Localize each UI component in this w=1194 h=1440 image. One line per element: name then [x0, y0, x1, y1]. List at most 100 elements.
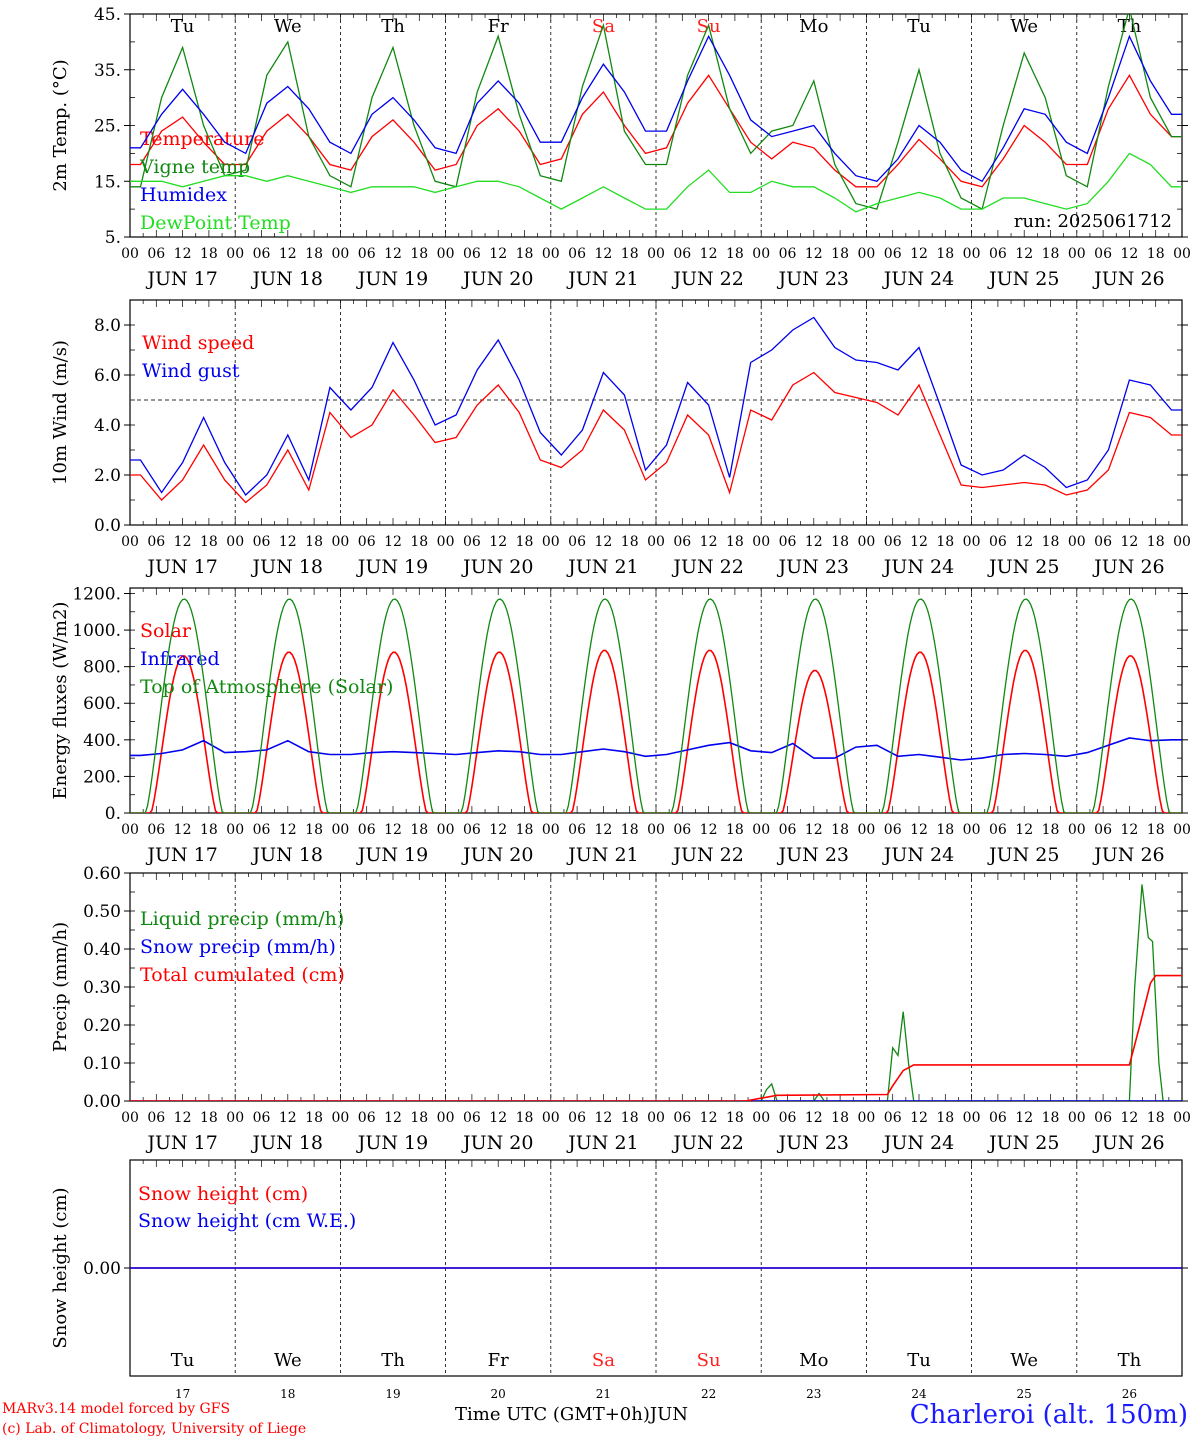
date-label: JUN 21 — [566, 1132, 638, 1154]
hour-label: 06 — [779, 1110, 797, 1126]
y-tick-label: 15. — [94, 172, 121, 192]
date-label: JUN 19 — [356, 1132, 428, 1154]
date-label: JUN 25 — [987, 556, 1059, 578]
hour-label: 00 — [752, 534, 770, 550]
hour-label: 00 — [857, 1110, 875, 1126]
day-name: Th — [381, 16, 405, 37]
hour-label: 06 — [1094, 822, 1112, 838]
hour-label: 18 — [726, 246, 744, 262]
date-label: JUN 24 — [882, 1132, 954, 1154]
y-axis-label: Energy fluxes (W/m2) — [50, 602, 71, 800]
hour-label: 18 — [936, 534, 954, 550]
hour-label: 18 — [831, 246, 849, 262]
hour-label: 12 — [489, 534, 507, 550]
hour-label: 00 — [857, 822, 875, 838]
legend-entry: Snow height (cm) — [138, 1183, 308, 1205]
hour-label: 18 — [200, 534, 218, 550]
x-axis-label-text: Time UTC (GMT+0h) — [455, 1404, 650, 1425]
x-axis-month: JUN — [649, 1404, 689, 1425]
series-line-temperature — [130, 74, 1182, 188]
hour-label: 18 — [516, 822, 534, 838]
day-number: 25 — [1017, 1387, 1032, 1401]
date-label: JUN 18 — [251, 268, 323, 290]
y-tick-label: 0.30 — [83, 978, 121, 998]
day-name: Sa — [592, 1350, 615, 1371]
hour-label: 06 — [568, 822, 586, 838]
hour-label: 00 — [226, 534, 244, 550]
hour-label: 00 — [752, 822, 770, 838]
y-tick-label: 0. — [105, 804, 121, 824]
day-name: Tu — [171, 16, 195, 37]
day-number: 19 — [385, 1387, 400, 1401]
hour-label: 06 — [358, 1110, 376, 1126]
hour-label: 18 — [936, 246, 954, 262]
date-label: JUN 18 — [251, 844, 323, 866]
hour-label: 00 — [1173, 534, 1191, 550]
hour-label: 06 — [884, 534, 902, 550]
date-label: JUN 20 — [461, 268, 533, 290]
hour-label: 00 — [963, 534, 981, 550]
series-line-dewpoint-temp — [130, 152, 1182, 213]
series-line-wind-gust — [130, 316, 1182, 497]
hour-label: 06 — [358, 534, 376, 550]
legend-entry: Liquid precip (mm/h) — [140, 908, 344, 930]
day-name: Mo — [799, 16, 828, 37]
hour-label: 06 — [253, 534, 271, 550]
hour-label: 00 — [437, 534, 455, 550]
hour-label: 00 — [1173, 822, 1191, 838]
hour-label: 18 — [1147, 246, 1165, 262]
hour-label: 06 — [1094, 246, 1112, 262]
date-label: JUN 21 — [566, 268, 638, 290]
hour-label: 18 — [621, 534, 639, 550]
legend-entry: Snow height (cm W.E.) — [138, 1210, 356, 1232]
day-name: Su — [697, 1350, 721, 1371]
hour-label: 00 — [963, 246, 981, 262]
day-number: 21 — [596, 1387, 611, 1401]
hour-label: 06 — [989, 822, 1007, 838]
hour-label: 12 — [279, 534, 297, 550]
hour-label: 18 — [621, 1110, 639, 1126]
panel-frame — [129, 587, 1183, 814]
hour-label: 00 — [226, 246, 244, 262]
hour-label: 12 — [1015, 534, 1033, 550]
panel-frame — [129, 299, 1183, 526]
y-tick-label: 600. — [83, 694, 121, 714]
hour-label: 06 — [989, 534, 1007, 550]
date-label: JUN 17 — [145, 844, 217, 866]
y-tick-label: 0.00 — [83, 1259, 121, 1279]
hour-label: 06 — [779, 246, 797, 262]
hour-label: 06 — [253, 822, 271, 838]
hour-label: 12 — [1120, 1110, 1138, 1126]
day-name: Th — [1118, 1350, 1142, 1371]
hour-label: 12 — [384, 534, 402, 550]
hour-label: 18 — [726, 822, 744, 838]
hour-label: 06 — [147, 822, 165, 838]
date-label: JUN 23 — [777, 1132, 849, 1154]
y-tick-label: 200. — [83, 767, 121, 787]
hour-label: 06 — [463, 1110, 481, 1126]
hour-label: 12 — [279, 246, 297, 262]
date-label: JUN 24 — [882, 844, 954, 866]
y-tick-label: 45. — [94, 5, 121, 25]
hour-label: 12 — [279, 1110, 297, 1126]
hour-label: 06 — [358, 246, 376, 262]
hour-label: 18 — [1147, 1110, 1165, 1126]
hour-label: 00 — [752, 1110, 770, 1126]
hour-label: 06 — [463, 534, 481, 550]
hour-label: 12 — [174, 246, 192, 262]
day-name: Fr — [488, 16, 509, 37]
day-name: We — [274, 16, 302, 37]
date-label: JUN 19 — [356, 556, 428, 578]
y-tick-label: 8.0 — [94, 316, 121, 336]
day-number: 26 — [1122, 1387, 1137, 1401]
hour-label: 12 — [174, 822, 192, 838]
series-line-top-of-atmosphere-solar- — [130, 598, 1182, 813]
day-number: 22 — [701, 1387, 716, 1401]
day-number: 17 — [175, 1387, 190, 1401]
hour-label: 18 — [305, 822, 323, 838]
hour-label: 00 — [542, 534, 560, 550]
hour-label: 12 — [700, 1110, 718, 1126]
hour-label: 06 — [884, 822, 902, 838]
legend-entry: Temperature — [140, 128, 264, 150]
hour-label: 18 — [200, 822, 218, 838]
